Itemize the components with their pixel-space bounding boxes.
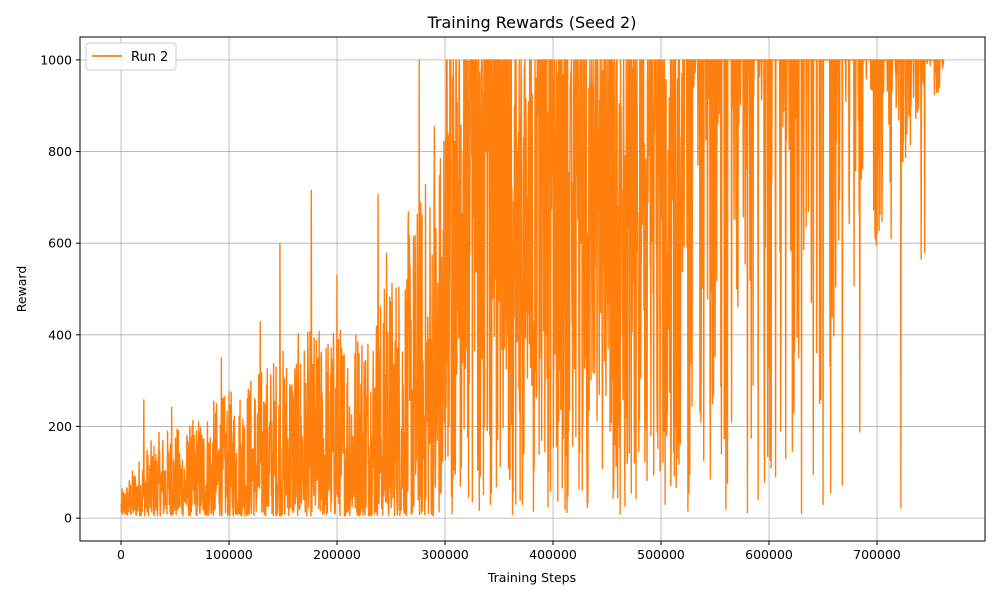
x-axis-label: Training Steps xyxy=(487,570,576,585)
y-tick-label: 0 xyxy=(64,511,72,526)
series-line-run-2 xyxy=(120,59,945,517)
y-tick-label: 400 xyxy=(48,327,72,342)
y-tick-label: 600 xyxy=(48,236,72,251)
y-tick-label: 200 xyxy=(48,419,72,434)
x-tick-label: 200000 xyxy=(313,547,361,562)
legend: Run 2 xyxy=(85,42,177,71)
y-tick-label: 800 xyxy=(48,144,72,159)
x-tick-label: 0 xyxy=(117,547,125,562)
x-tick-label: 400000 xyxy=(529,547,577,562)
x-tick-label: 300000 xyxy=(421,547,469,562)
plot-frame xyxy=(79,36,986,542)
legend-label: Run 2 xyxy=(131,50,168,65)
x-tick-label: 600000 xyxy=(745,547,793,562)
x-tick-label: 700000 xyxy=(853,547,901,562)
x-axis: 0 100000 200000 300000 400000 500000 600000 700… xyxy=(117,541,901,562)
x-tick-label: 500000 xyxy=(637,547,685,562)
y-tick-label: 1000 xyxy=(40,52,72,67)
y-axis-label: Reward xyxy=(14,266,29,313)
y-axis: 0 200 400 600 800 1000 xyxy=(40,52,80,526)
chart-title: Training Rewards (Seed 2) xyxy=(427,13,637,32)
x-tick-label: 100000 xyxy=(205,547,253,562)
legend-box xyxy=(85,42,177,71)
series-layer xyxy=(120,59,945,517)
